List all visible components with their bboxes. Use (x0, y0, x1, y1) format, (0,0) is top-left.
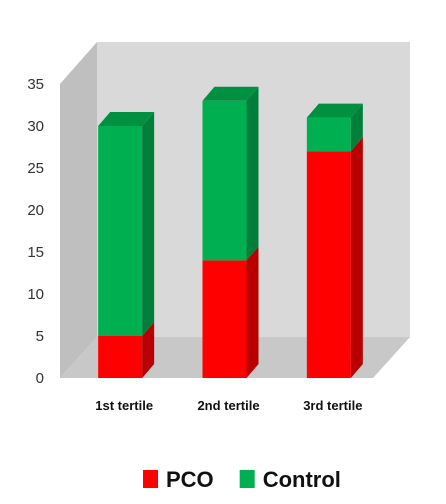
y-tick-label-0: 0 (36, 370, 44, 387)
y-axis: 0 5 10 15 20 25 30 35 (27, 76, 44, 387)
x-tick-label-1: 2nd tertile (197, 398, 259, 413)
bar-front (202, 260, 247, 378)
bar-top (306, 103, 363, 118)
side-wall (60, 42, 97, 378)
bar-front (306, 117, 351, 152)
legend-swatch (239, 470, 255, 488)
bar-front (98, 336, 143, 378)
x-axis: 1st tertile 2nd tertile 3rd tertile (95, 398, 362, 413)
legend-label: Control (263, 467, 341, 492)
bar-control-1 (202, 86, 259, 261)
y-tick-label-5: 25 (27, 160, 44, 177)
bar-front (98, 126, 143, 336)
bar-side (246, 86, 259, 261)
bar-top (98, 112, 155, 126)
bar-top (202, 86, 259, 101)
legend-item-pco: PCO (143, 467, 214, 492)
legend-label: PCO (166, 467, 214, 492)
bar-pco-0 (98, 322, 155, 378)
legend-swatch (143, 470, 158, 488)
y-tick-label-3: 15 (27, 244, 44, 261)
bar-control-0 (98, 112, 155, 336)
bars (98, 86, 363, 378)
y-tick-label-1: 5 (36, 328, 44, 345)
bar-side (142, 112, 155, 336)
bar-pco-2 (306, 137, 363, 378)
bar-side (350, 103, 363, 152)
bar-pco-1 (202, 246, 259, 378)
x-tick-label-0: 1st tertile (95, 398, 153, 413)
legend-item-control: Control (239, 467, 341, 492)
bar-control-2 (306, 103, 363, 152)
y-tick-label-7: 35 (27, 76, 44, 93)
y-tick-label-4: 20 (27, 202, 44, 219)
bar-stack-2 (306, 103, 363, 378)
bar-front (306, 151, 351, 378)
legend: PCO Control (143, 467, 341, 492)
x-tick-label-2: 3rd tertile (303, 398, 362, 413)
bar-front (202, 100, 247, 261)
bar-side (142, 322, 155, 378)
bar-side (350, 137, 363, 378)
bar-stack-1 (202, 86, 259, 378)
y-tick-label-2: 10 (27, 286, 44, 303)
bar-side (246, 246, 259, 378)
bar-stack-0 (98, 112, 155, 378)
y-tick-label-6: 30 (27, 118, 44, 135)
